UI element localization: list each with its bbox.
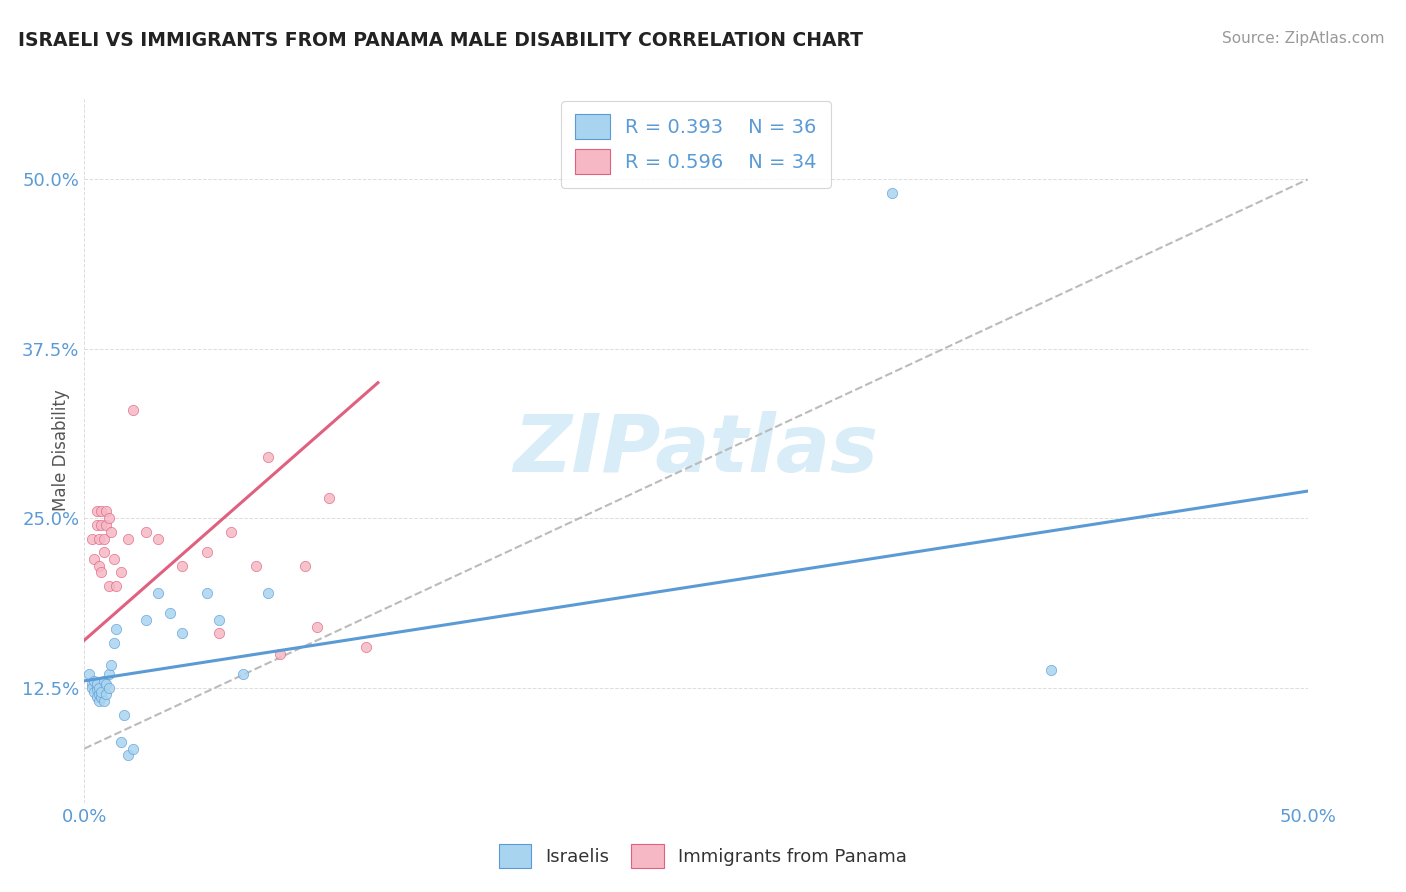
Point	[86, 681, 108, 696]
Point	[172, 558, 194, 573]
Point	[96, 676, 118, 690]
Point	[97, 579, 120, 593]
Point	[294, 558, 316, 573]
Point	[146, 586, 169, 600]
Point	[96, 687, 118, 701]
Point	[269, 647, 291, 661]
Point	[87, 532, 110, 546]
Point	[103, 552, 125, 566]
Point	[146, 532, 169, 546]
Point	[93, 545, 115, 559]
Point	[100, 524, 122, 539]
Point	[90, 518, 112, 533]
Text: ISRAELI VS IMMIGRANTS FROM PANAMA MALE DISABILITY CORRELATION CHART: ISRAELI VS IMMIGRANTS FROM PANAMA MALE D…	[18, 31, 863, 50]
Text: Source: ZipAtlas.com: Source: ZipAtlas.com	[1222, 31, 1385, 46]
Point	[110, 566, 132, 580]
Point	[93, 532, 115, 546]
Point	[90, 504, 112, 518]
Point	[90, 690, 112, 705]
Y-axis label: Male Disability: Male Disability	[52, 390, 70, 511]
Point	[245, 558, 267, 573]
Point	[100, 657, 122, 672]
Point	[318, 491, 340, 505]
Text: ZIPatlas: ZIPatlas	[513, 411, 879, 490]
Point	[80, 532, 103, 546]
Point	[195, 545, 218, 559]
Point	[86, 518, 108, 533]
Point	[77, 667, 100, 681]
Point	[97, 667, 120, 681]
Point	[87, 694, 110, 708]
Point	[96, 518, 118, 533]
Point	[86, 504, 108, 518]
Point	[219, 524, 242, 539]
Point	[880, 186, 903, 200]
Point	[305, 619, 328, 633]
Point	[195, 586, 218, 600]
Point	[83, 552, 105, 566]
Point	[1039, 663, 1062, 677]
Legend: R = 0.393    N = 36, R = 0.596    N = 34: R = 0.393 N = 36, R = 0.596 N = 34	[561, 101, 831, 187]
Point	[93, 673, 115, 688]
Point	[135, 613, 157, 627]
Point	[86, 676, 108, 690]
Point	[80, 676, 103, 690]
Point	[93, 694, 115, 708]
Point	[257, 450, 280, 465]
Point	[90, 684, 112, 698]
Point	[112, 707, 135, 722]
Point	[103, 636, 125, 650]
Legend: Israelis, Immigrants from Panama: Israelis, Immigrants from Panama	[488, 834, 918, 879]
Point	[83, 684, 105, 698]
Point	[257, 586, 280, 600]
Point	[208, 613, 231, 627]
Point	[172, 626, 194, 640]
Point	[354, 640, 377, 654]
Point	[159, 606, 181, 620]
Point	[97, 511, 120, 525]
Point	[117, 532, 139, 546]
Point	[135, 524, 157, 539]
Point	[232, 667, 254, 681]
Point	[97, 681, 120, 695]
Point	[83, 673, 105, 688]
Point	[208, 626, 231, 640]
Point	[122, 402, 145, 417]
Point	[122, 741, 145, 756]
Point	[96, 504, 118, 518]
Point	[110, 735, 132, 749]
Point	[117, 748, 139, 763]
Point	[90, 566, 112, 580]
Point	[87, 681, 110, 695]
Point	[86, 690, 108, 705]
Point	[105, 623, 128, 637]
Point	[105, 579, 128, 593]
Point	[87, 687, 110, 701]
Point	[87, 558, 110, 573]
Point	[80, 681, 103, 695]
